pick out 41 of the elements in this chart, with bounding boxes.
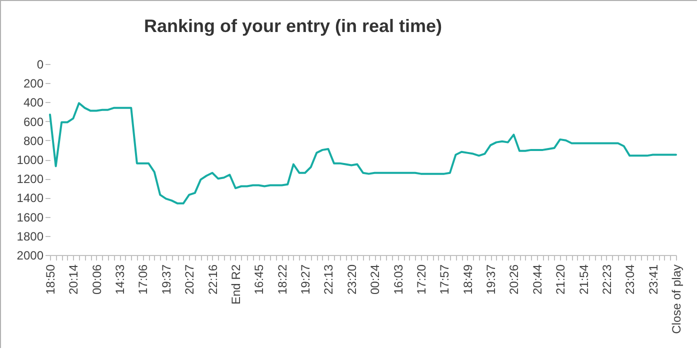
x-tick-label: 22:13 xyxy=(322,264,336,295)
x-tick-label: Close of play xyxy=(670,264,684,334)
y-tick-label: 400 xyxy=(23,96,44,110)
y-tick-label: 1600 xyxy=(16,210,44,224)
x-tick-label: 20:26 xyxy=(507,264,522,295)
y-tick-label: 1200 xyxy=(16,172,44,186)
x-tick-label: End R2 xyxy=(228,264,243,305)
x-tick-label: 14:33 xyxy=(113,264,128,295)
y-tick-label: 2000 xyxy=(16,248,44,262)
x-tick-label: 17:06 xyxy=(136,264,150,295)
y-tick-label: 600 xyxy=(23,114,44,129)
x-tick-label: 16:03 xyxy=(391,264,406,295)
x-tick-label: 21:20 xyxy=(554,264,568,295)
x-tick-label: 19:27 xyxy=(298,264,313,295)
line-series xyxy=(49,102,677,204)
y-tick-label: 200 xyxy=(23,76,44,91)
x-tick-label: 23:41 xyxy=(646,264,660,295)
x-tick-label: 18:22 xyxy=(275,264,290,295)
x-tick-label: 00:06 xyxy=(90,264,104,295)
x-tick-label: 21:54 xyxy=(576,264,591,295)
x-tick-label: 20:27 xyxy=(182,264,197,295)
x-tick-label: 20:44 xyxy=(530,264,544,295)
x-tick-label: 20:14 xyxy=(66,264,81,295)
x-tick-label: 16:45 xyxy=(252,264,266,295)
y-tick-label: 1400 xyxy=(16,191,44,206)
x-tick-label: 19:37 xyxy=(484,264,498,295)
x-tick-label: 19:37 xyxy=(159,264,174,295)
x-tick-label: 22:16 xyxy=(206,264,220,295)
x-tick-label: 18:49 xyxy=(460,264,475,295)
chart-title: Ranking of your entry (in real time) xyxy=(144,16,442,36)
x-tick-label: 23:04 xyxy=(623,264,638,295)
x-tick-label: 18:50 xyxy=(44,264,58,295)
y-tick-label: 1800 xyxy=(16,229,44,244)
y-tick-label: 0 xyxy=(36,58,44,72)
y-tick-label: 800 xyxy=(23,134,44,148)
x-tick-label: 17:20 xyxy=(414,264,428,295)
x-tick-label: 23:20 xyxy=(344,264,359,295)
x-tick-label: 22:23 xyxy=(600,264,614,295)
x-tick-label: 00:24 xyxy=(368,264,382,295)
x-tick-label: 17:57 xyxy=(438,264,452,295)
y-tick-label: 1000 xyxy=(16,153,44,167)
